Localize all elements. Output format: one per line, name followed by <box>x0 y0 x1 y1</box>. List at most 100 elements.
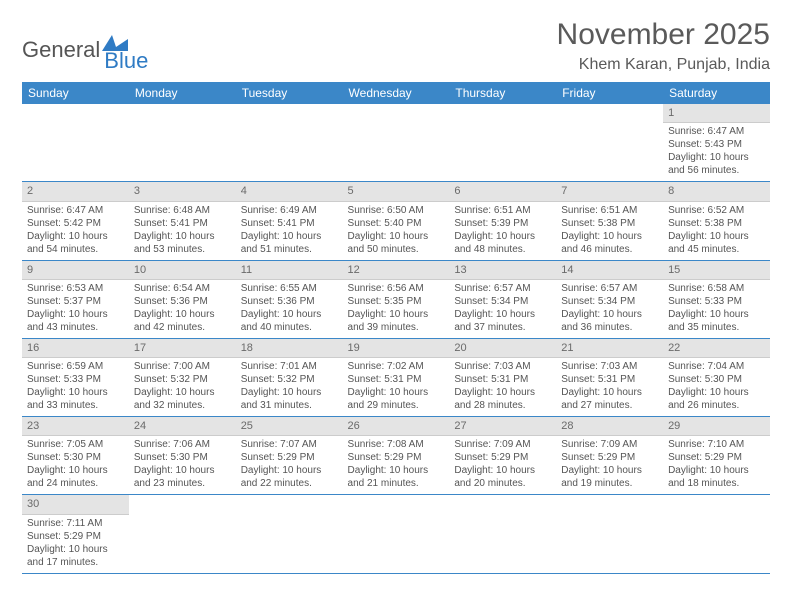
calendar-day-cell: 10Sunrise: 6:54 AMSunset: 5:36 PMDayligh… <box>129 260 236 338</box>
header: General Blue November 2025 Khem Karan, P… <box>22 18 770 74</box>
calendar-day-cell: 28Sunrise: 7:09 AMSunset: 5:29 PMDayligh… <box>556 417 663 495</box>
calendar-day-cell <box>129 104 236 182</box>
sunrise-text: Sunrise: 7:03 AM <box>454 360 551 373</box>
day-number: 5 <box>343 182 450 201</box>
calendar-day-cell <box>343 104 450 182</box>
sunset-text: Sunset: 5:43 PM <box>668 138 765 151</box>
daylight-text: Daylight: 10 hours and 33 minutes. <box>27 386 124 412</box>
day-number: 24 <box>129 417 236 436</box>
day-details: Sunrise: 6:49 AMSunset: 5:41 PMDaylight:… <box>236 202 343 260</box>
sunrise-text: Sunrise: 7:00 AM <box>134 360 231 373</box>
day-details: Sunrise: 6:52 AMSunset: 5:38 PMDaylight:… <box>663 202 770 260</box>
calendar-week-row: 1Sunrise: 6:47 AMSunset: 5:43 PMDaylight… <box>22 104 770 182</box>
sunset-text: Sunset: 5:36 PM <box>134 295 231 308</box>
calendar-day-cell <box>343 495 450 573</box>
sunrise-text: Sunrise: 6:59 AM <box>27 360 124 373</box>
logo: General Blue <box>22 26 148 74</box>
sunset-text: Sunset: 5:32 PM <box>134 373 231 386</box>
day-number: 19 <box>343 339 450 358</box>
sunrise-text: Sunrise: 7:11 AM <box>27 517 124 530</box>
sunset-text: Sunset: 5:30 PM <box>27 451 124 464</box>
day-number: 7 <box>556 182 663 201</box>
day-details: Sunrise: 7:04 AMSunset: 5:30 PMDaylight:… <box>663 358 770 416</box>
day-number: 12 <box>343 261 450 280</box>
day-number: 16 <box>22 339 129 358</box>
sunrise-text: Sunrise: 6:47 AM <box>668 125 765 138</box>
logo-text-general: General <box>22 37 100 63</box>
day-details: Sunrise: 6:51 AMSunset: 5:38 PMDaylight:… <box>556 202 663 260</box>
sunrise-text: Sunrise: 6:48 AM <box>134 204 231 217</box>
sunset-text: Sunset: 5:40 PM <box>348 217 445 230</box>
daylight-text: Daylight: 10 hours and 21 minutes. <box>348 464 445 490</box>
day-number: 26 <box>343 417 450 436</box>
calendar-day-cell: 17Sunrise: 7:00 AMSunset: 5:32 PMDayligh… <box>129 338 236 416</box>
calendar-day-cell: 3Sunrise: 6:48 AMSunset: 5:41 PMDaylight… <box>129 182 236 260</box>
calendar-day-cell: 18Sunrise: 7:01 AMSunset: 5:32 PMDayligh… <box>236 338 343 416</box>
daylight-text: Daylight: 10 hours and 28 minutes. <box>454 386 551 412</box>
calendar-day-cell: 6Sunrise: 6:51 AMSunset: 5:39 PMDaylight… <box>449 182 556 260</box>
day-number: 15 <box>663 261 770 280</box>
day-details: Sunrise: 7:03 AMSunset: 5:31 PMDaylight:… <box>556 358 663 416</box>
day-details: Sunrise: 7:09 AMSunset: 5:29 PMDaylight:… <box>556 436 663 494</box>
day-details: Sunrise: 7:09 AMSunset: 5:29 PMDaylight:… <box>449 436 556 494</box>
day-details: Sunrise: 7:00 AMSunset: 5:32 PMDaylight:… <box>129 358 236 416</box>
calendar-day-cell: 19Sunrise: 7:02 AMSunset: 5:31 PMDayligh… <box>343 338 450 416</box>
calendar-day-cell: 21Sunrise: 7:03 AMSunset: 5:31 PMDayligh… <box>556 338 663 416</box>
day-details: Sunrise: 6:56 AMSunset: 5:35 PMDaylight:… <box>343 280 450 338</box>
daylight-text: Daylight: 10 hours and 40 minutes. <box>241 308 338 334</box>
calendar-day-cell: 23Sunrise: 7:05 AMSunset: 5:30 PMDayligh… <box>22 417 129 495</box>
calendar-day-cell: 22Sunrise: 7:04 AMSunset: 5:30 PMDayligh… <box>663 338 770 416</box>
calendar-week-row: 30Sunrise: 7:11 AMSunset: 5:29 PMDayligh… <box>22 495 770 573</box>
daylight-text: Daylight: 10 hours and 17 minutes. <box>27 543 124 569</box>
daylight-text: Daylight: 10 hours and 54 minutes. <box>27 230 124 256</box>
day-number: 21 <box>556 339 663 358</box>
sunrise-text: Sunrise: 7:03 AM <box>561 360 658 373</box>
daylight-text: Daylight: 10 hours and 27 minutes. <box>561 386 658 412</box>
daylight-text: Daylight: 10 hours and 29 minutes. <box>348 386 445 412</box>
calendar-day-cell: 25Sunrise: 7:07 AMSunset: 5:29 PMDayligh… <box>236 417 343 495</box>
daylight-text: Daylight: 10 hours and 20 minutes. <box>454 464 551 490</box>
weekday-header: Wednesday <box>343 82 450 104</box>
calendar-week-row: 23Sunrise: 7:05 AMSunset: 5:30 PMDayligh… <box>22 417 770 495</box>
calendar-day-cell <box>663 495 770 573</box>
daylight-text: Daylight: 10 hours and 31 minutes. <box>241 386 338 412</box>
daylight-text: Daylight: 10 hours and 18 minutes. <box>668 464 765 490</box>
day-details: Sunrise: 6:47 AMSunset: 5:42 PMDaylight:… <box>22 202 129 260</box>
sunrise-text: Sunrise: 7:05 AM <box>27 438 124 451</box>
weekday-header: Tuesday <box>236 82 343 104</box>
sunset-text: Sunset: 5:41 PM <box>241 217 338 230</box>
day-number: 4 <box>236 182 343 201</box>
weekday-header: Friday <box>556 82 663 104</box>
sunset-text: Sunset: 5:38 PM <box>668 217 765 230</box>
day-details: Sunrise: 6:55 AMSunset: 5:36 PMDaylight:… <box>236 280 343 338</box>
logo-text-blue: Blue <box>104 48 148 74</box>
sunset-text: Sunset: 5:34 PM <box>454 295 551 308</box>
calendar-week-row: 9Sunrise: 6:53 AMSunset: 5:37 PMDaylight… <box>22 260 770 338</box>
weekday-header: Saturday <box>663 82 770 104</box>
sunrise-text: Sunrise: 7:04 AM <box>668 360 765 373</box>
day-number: 14 <box>556 261 663 280</box>
daylight-text: Daylight: 10 hours and 36 minutes. <box>561 308 658 334</box>
sunset-text: Sunset: 5:29 PM <box>241 451 338 464</box>
day-number: 18 <box>236 339 343 358</box>
daylight-text: Daylight: 10 hours and 56 minutes. <box>668 151 765 177</box>
sunrise-text: Sunrise: 6:55 AM <box>241 282 338 295</box>
day-number: 2 <box>22 182 129 201</box>
sunrise-text: Sunrise: 6:52 AM <box>668 204 765 217</box>
calendar-day-cell: 4Sunrise: 6:49 AMSunset: 5:41 PMDaylight… <box>236 182 343 260</box>
day-number: 27 <box>449 417 556 436</box>
weekday-header: Monday <box>129 82 236 104</box>
calendar-day-cell <box>449 104 556 182</box>
sunset-text: Sunset: 5:37 PM <box>27 295 124 308</box>
daylight-text: Daylight: 10 hours and 53 minutes. <box>134 230 231 256</box>
calendar-day-cell: 15Sunrise: 6:58 AMSunset: 5:33 PMDayligh… <box>663 260 770 338</box>
sunset-text: Sunset: 5:30 PM <box>134 451 231 464</box>
day-details: Sunrise: 7:03 AMSunset: 5:31 PMDaylight:… <box>449 358 556 416</box>
daylight-text: Daylight: 10 hours and 26 minutes. <box>668 386 765 412</box>
calendar-day-cell <box>556 104 663 182</box>
sunset-text: Sunset: 5:31 PM <box>454 373 551 386</box>
sunrise-text: Sunrise: 6:49 AM <box>241 204 338 217</box>
calendar-day-cell: 9Sunrise: 6:53 AMSunset: 5:37 PMDaylight… <box>22 260 129 338</box>
day-number: 8 <box>663 182 770 201</box>
day-details: Sunrise: 6:57 AMSunset: 5:34 PMDaylight:… <box>556 280 663 338</box>
